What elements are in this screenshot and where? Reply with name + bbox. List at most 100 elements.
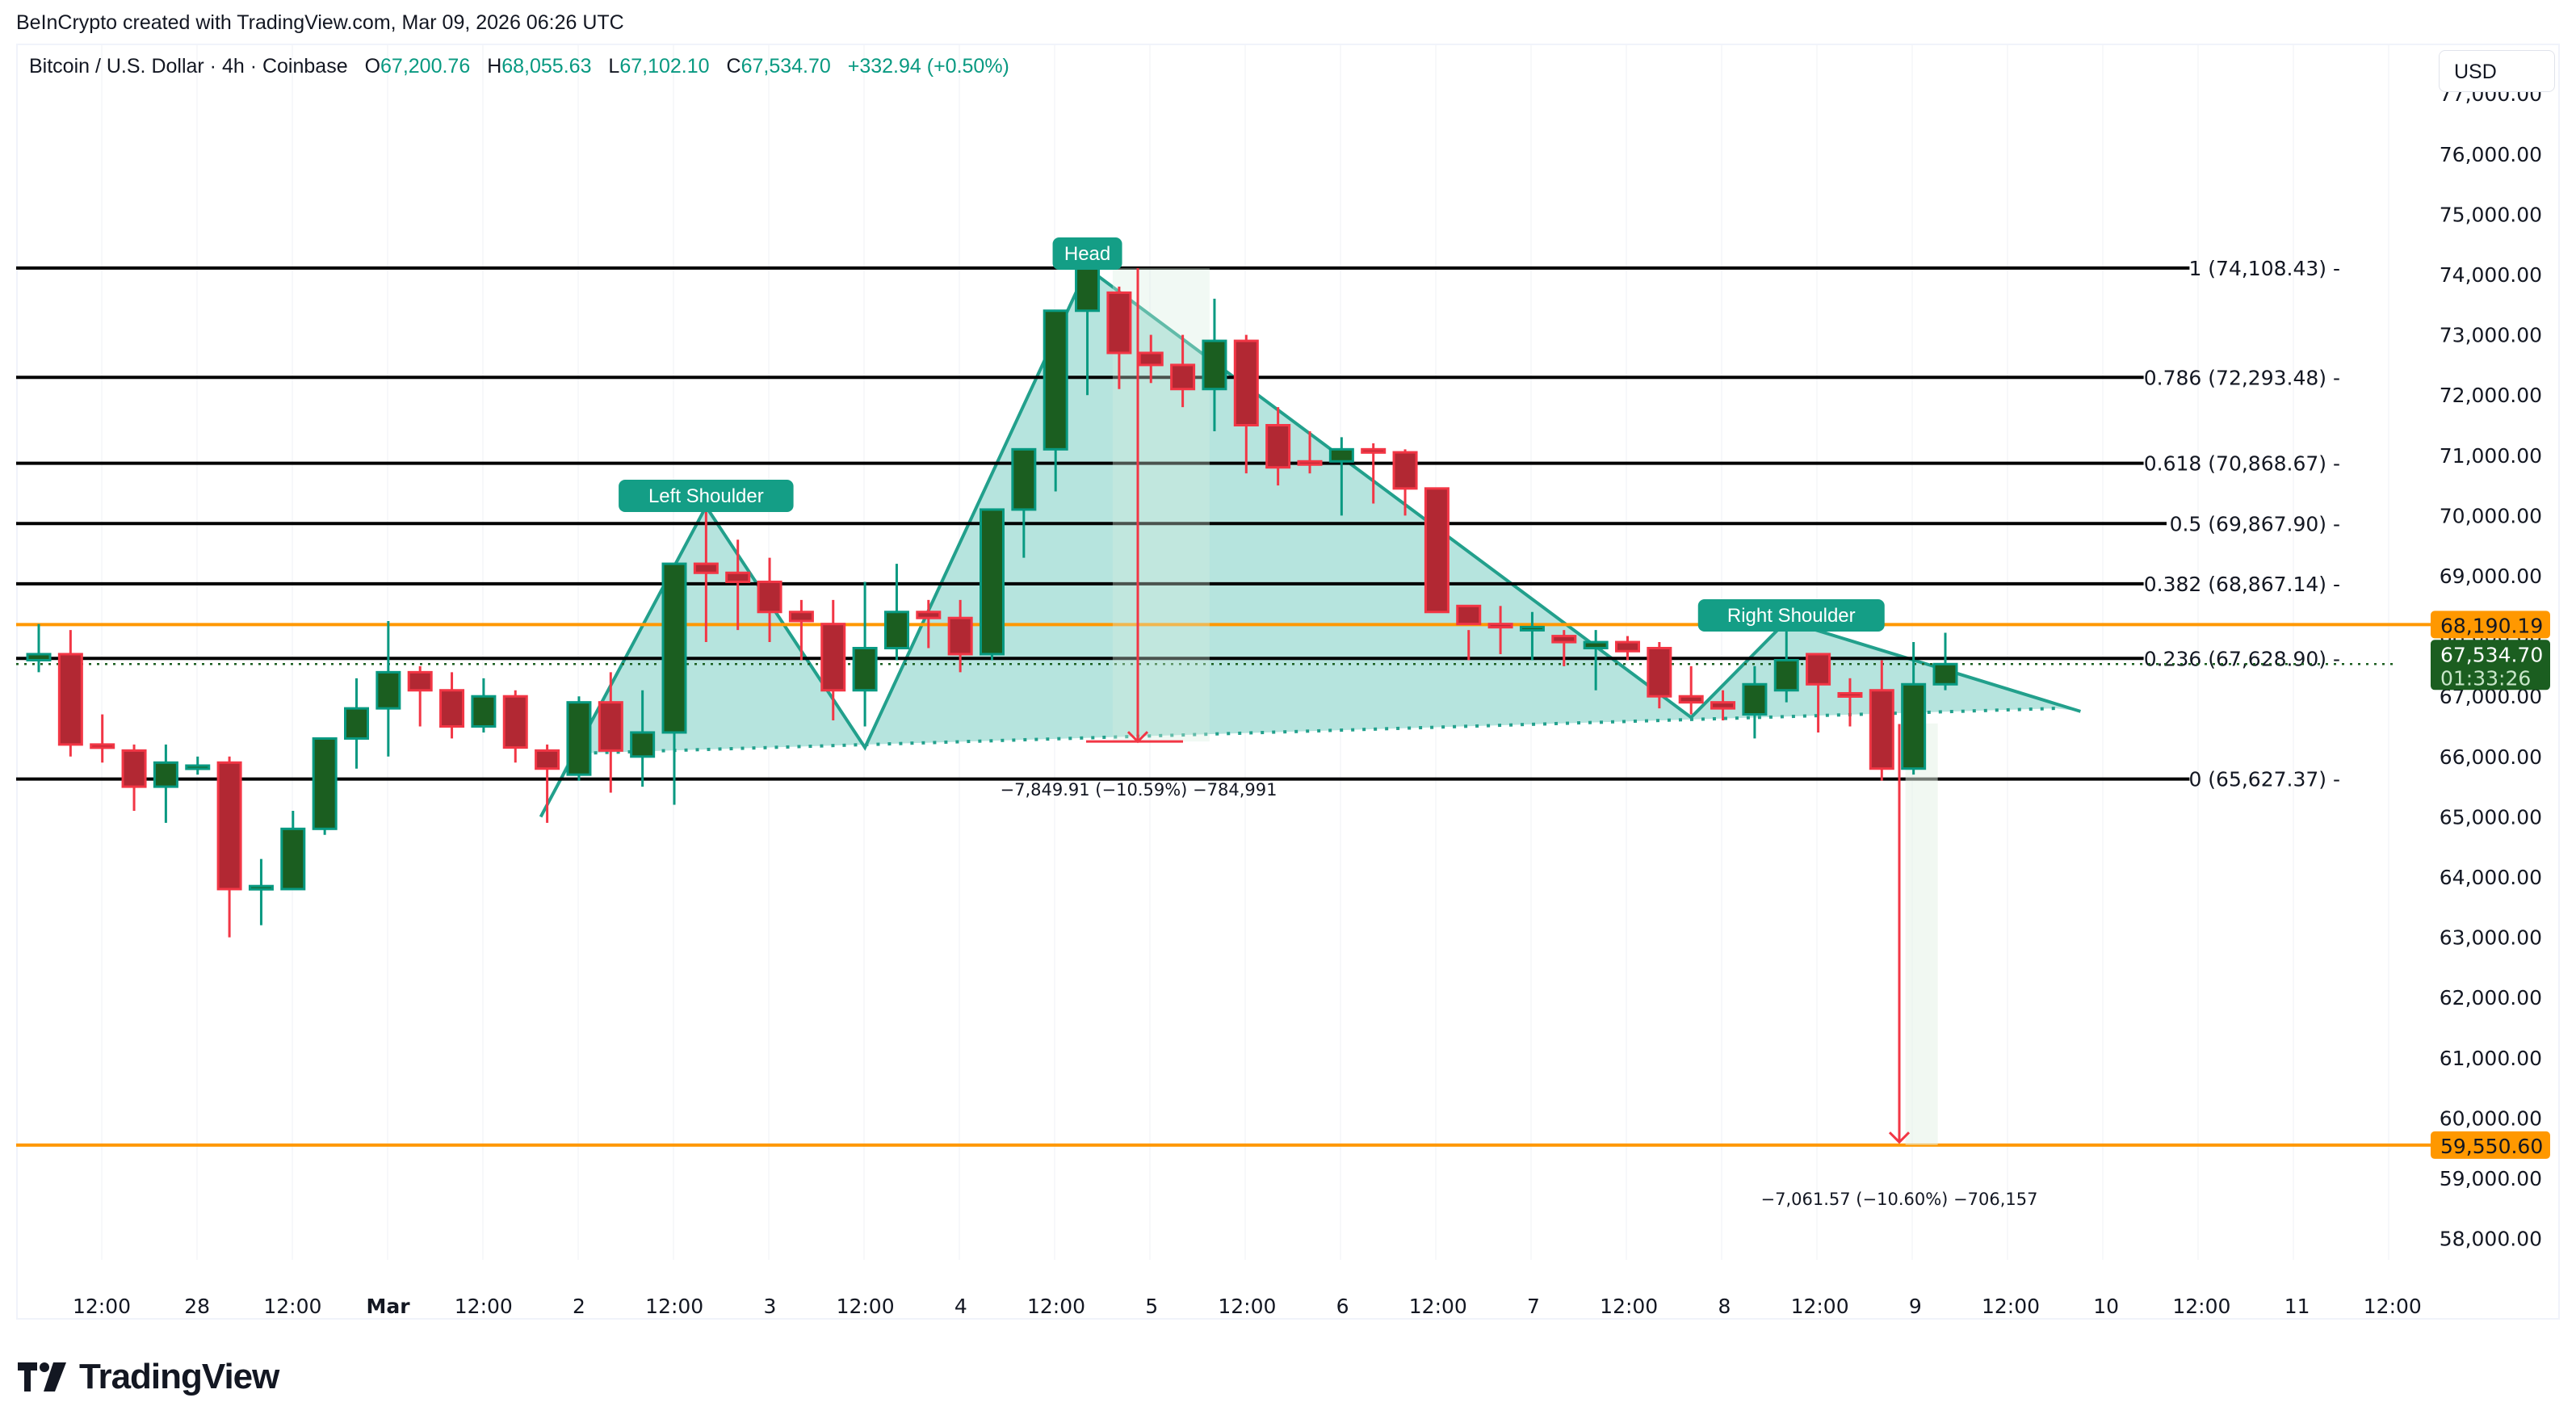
candle-bullish[interactable] xyxy=(344,707,369,740)
logo-text: TradingView xyxy=(79,1357,279,1396)
left-shoulder-label[interactable] xyxy=(619,480,794,512)
candlesticks xyxy=(26,267,1958,938)
candle-bullish[interactable] xyxy=(248,884,274,891)
candle-bearish[interactable] xyxy=(598,701,623,752)
candle-bearish[interactable] xyxy=(788,611,814,623)
candle-bullish[interactable] xyxy=(312,737,338,830)
candle-bearish[interactable] xyxy=(90,743,115,749)
candle-bearish[interactable] xyxy=(1678,695,1704,704)
time-tick: 12:00 xyxy=(1218,1295,1276,1318)
high-label: H xyxy=(487,55,502,78)
resistance-price-tag-text: 68,190.19 xyxy=(2440,614,2543,637)
price-tick: 73,000.00 xyxy=(2440,324,2542,347)
candle-bullish[interactable] xyxy=(185,764,211,770)
candle-bearish[interactable] xyxy=(947,616,973,656)
fib-label: 0.786 (72,293.48) - xyxy=(2144,366,2340,389)
time-tick: 4 xyxy=(954,1295,967,1318)
candle-bearish[interactable] xyxy=(1710,701,1736,710)
candle-bearish[interactable] xyxy=(1615,640,1640,653)
candle-bullish[interactable] xyxy=(630,731,656,758)
candle-bearish[interactable] xyxy=(535,749,560,770)
candle-bullish[interactable] xyxy=(280,827,306,891)
fib-label: 0.382 (68,867.14) - xyxy=(2144,573,2340,596)
candle-bullish[interactable] xyxy=(1742,682,1768,716)
price-tick: 75,000.00 xyxy=(2440,203,2542,226)
candle-bearish[interactable] xyxy=(439,689,465,728)
price-tick: 64,000.00 xyxy=(2440,866,2542,889)
candle-bearish[interactable] xyxy=(1551,635,1577,644)
candle-bullish[interactable] xyxy=(1773,658,1799,692)
fib-label: 0.236 (67,628.90) - xyxy=(2144,647,2340,670)
candle-bullish[interactable] xyxy=(1932,662,1958,686)
right-shoulder-label[interactable] xyxy=(1697,599,1885,632)
head-and-shoulders-pattern xyxy=(539,265,2081,818)
candle-bullish[interactable] xyxy=(471,695,497,728)
candle-bearish[interactable] xyxy=(1138,351,1164,367)
time-tick: Mar xyxy=(367,1295,411,1318)
last-price-tag xyxy=(2431,640,2550,691)
candle-bullish[interactable] xyxy=(883,611,909,650)
price-tick: 60,000.00 xyxy=(2440,1106,2542,1130)
candle-bullish[interactable] xyxy=(661,562,687,734)
candle-bearish[interactable] xyxy=(216,761,242,891)
candle-bullish[interactable] xyxy=(1011,447,1037,511)
candle-bullish[interactable] xyxy=(153,761,178,788)
candle-bullish[interactable] xyxy=(375,670,401,710)
candle-bullish[interactable] xyxy=(1202,339,1227,391)
candle-bearish[interactable] xyxy=(1456,604,1482,626)
head-measure-label: −7,849.91 (−10.59%) −784,991 xyxy=(1001,780,1278,800)
time-tick: 12:00 xyxy=(455,1295,513,1318)
candle-bullish[interactable] xyxy=(1583,640,1609,650)
fib-label: 0.618 (70,868.67) - xyxy=(2144,452,2340,476)
fib-label: 0 (65,627.37) - xyxy=(2188,768,2340,791)
candle-bearish[interactable] xyxy=(1297,460,1323,466)
attribution-text: BeInCrypto created with TradingView.com,… xyxy=(16,11,624,34)
head-label[interactable] xyxy=(1052,237,1122,270)
candle-bearish[interactable] xyxy=(407,670,433,692)
target-price-tag-text: 59,550.60 xyxy=(2440,1135,2543,1158)
candle-bearish[interactable] xyxy=(1392,451,1418,490)
candle-bearish[interactable] xyxy=(1361,447,1387,454)
candle-bearish[interactable] xyxy=(1487,623,1513,629)
candle-bullish[interactable] xyxy=(1043,309,1068,451)
candle-bearish[interactable] xyxy=(916,611,942,619)
candle-bearish[interactable] xyxy=(1106,291,1132,355)
time-tick: 28 xyxy=(184,1295,210,1318)
right-shoulder-label-text: Right Shoulder xyxy=(1727,605,1856,627)
high-value: 68,055.63 xyxy=(501,55,592,78)
candle-bearish[interactable] xyxy=(1869,689,1894,770)
candle-bullish[interactable] xyxy=(1901,682,1927,770)
candle-bearish[interactable] xyxy=(502,695,528,749)
candle-bullish[interactable] xyxy=(1075,267,1101,313)
candle-bullish[interactable] xyxy=(980,508,1005,656)
candle-bearish[interactable] xyxy=(121,749,147,788)
candle-bearish[interactable] xyxy=(1647,647,1672,698)
candle-bullish[interactable] xyxy=(566,701,592,776)
candle-bearish[interactable] xyxy=(725,571,751,583)
time-tick: 8 xyxy=(1718,1295,1731,1318)
candle-bearish[interactable] xyxy=(693,562,719,574)
tradingview-logo[interactable]: TradingView xyxy=(18,1357,279,1397)
price-tick: 59,000.00 xyxy=(2440,1167,2542,1190)
head-label-text: Head xyxy=(1064,243,1110,265)
candle-bearish[interactable] xyxy=(820,623,846,692)
time-axis: 12:00 28 12:00 Mar 12:00 2 12:00 3 12:00 4 12:00 5 1… xyxy=(73,1295,2422,1318)
candle-bearish[interactable] xyxy=(1806,653,1831,686)
tradingview-logo-icon xyxy=(18,1362,66,1392)
candle-bearish[interactable] xyxy=(1170,363,1196,391)
candle-bullish[interactable] xyxy=(1328,447,1354,463)
candle-bearish[interactable] xyxy=(1837,691,1863,698)
candle-bearish[interactable] xyxy=(757,580,782,614)
candle-bullish[interactable] xyxy=(26,653,52,661)
candle-bullish[interactable] xyxy=(852,647,878,692)
time-tick: 12:00 xyxy=(1600,1295,1658,1318)
currency-button[interactable]: USD xyxy=(2439,50,2555,92)
time-tick: 12:00 xyxy=(2172,1295,2230,1318)
candle-bearish[interactable] xyxy=(1265,424,1291,469)
candle-bearish[interactable] xyxy=(1233,339,1259,426)
candle-bearish[interactable] xyxy=(57,653,83,746)
candle-bullish[interactable] xyxy=(1519,625,1545,632)
candle-bearish[interactable] xyxy=(1424,487,1450,614)
